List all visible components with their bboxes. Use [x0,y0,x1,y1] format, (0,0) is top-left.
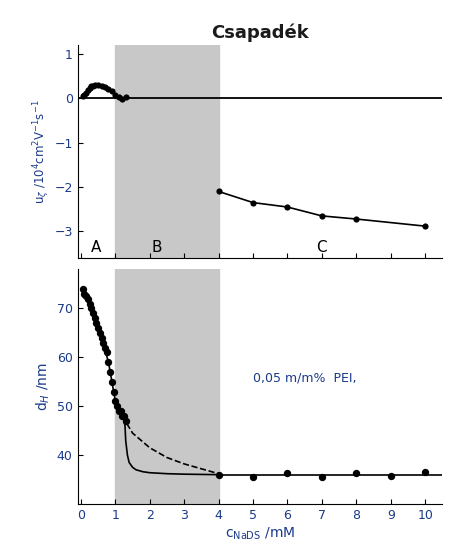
Point [98,81,105,90]
Point [249,198,256,207]
Point [108,87,115,96]
Point [115,93,122,102]
Y-axis label: u$_\zeta$ /10$^4$cm$^2$V$^{-1}$s$^{-1}$: u$_\zeta$ /10$^4$cm$^2$V$^{-1}$s$^{-1}$ [31,99,51,204]
Point [118,95,126,104]
Point [108,377,115,386]
Point [116,407,124,416]
Point [84,86,91,95]
Point [86,299,93,308]
X-axis label: c$_{\rm NaDS}$ /mM: c$_{\rm NaDS}$ /mM [224,526,294,543]
Point [100,338,107,347]
Point [79,91,86,100]
Bar [115,45,218,258]
Point [101,82,108,91]
Point [91,80,98,89]
Point [101,343,108,352]
Point [214,187,222,196]
Point [84,294,91,303]
Point [98,333,105,342]
Point [111,90,119,99]
Bar [115,269,218,504]
Title: Csapadék: Csapadék [211,24,308,42]
Point [120,412,127,421]
Text: C: C [316,240,326,255]
Point [87,304,95,313]
Point [420,222,428,231]
Point [115,407,122,416]
Point [87,82,95,91]
Point [93,319,100,328]
Point [118,412,126,421]
Point [110,387,117,396]
Point [122,417,129,426]
Point [318,473,325,482]
Point [91,314,98,323]
Point [81,290,88,298]
Point [79,284,86,293]
Point [82,88,90,97]
Point [89,309,96,318]
Point [283,203,290,212]
Point [105,85,112,94]
Point [420,468,428,477]
Point [318,212,325,221]
Point [82,292,90,301]
Point [352,214,359,223]
Point [352,468,359,477]
Point [214,470,222,479]
Point [113,402,121,410]
Point [105,358,112,367]
Point [86,84,93,93]
Point [94,80,101,89]
Point [81,90,88,99]
Point [386,471,394,480]
Text: 0,05 m/m%  PEI,: 0,05 m/m% PEI, [253,372,356,385]
Point [96,328,103,337]
Point [106,367,114,376]
Y-axis label: d$_H$ /nm: d$_H$ /nm [35,362,52,411]
Point [103,348,110,357]
Text: A: A [91,240,101,255]
Point [111,397,119,406]
Point [283,469,290,478]
Point [249,473,256,482]
Point [94,324,101,333]
Point [89,81,96,90]
Text: B: B [151,240,162,255]
Point [122,93,129,102]
